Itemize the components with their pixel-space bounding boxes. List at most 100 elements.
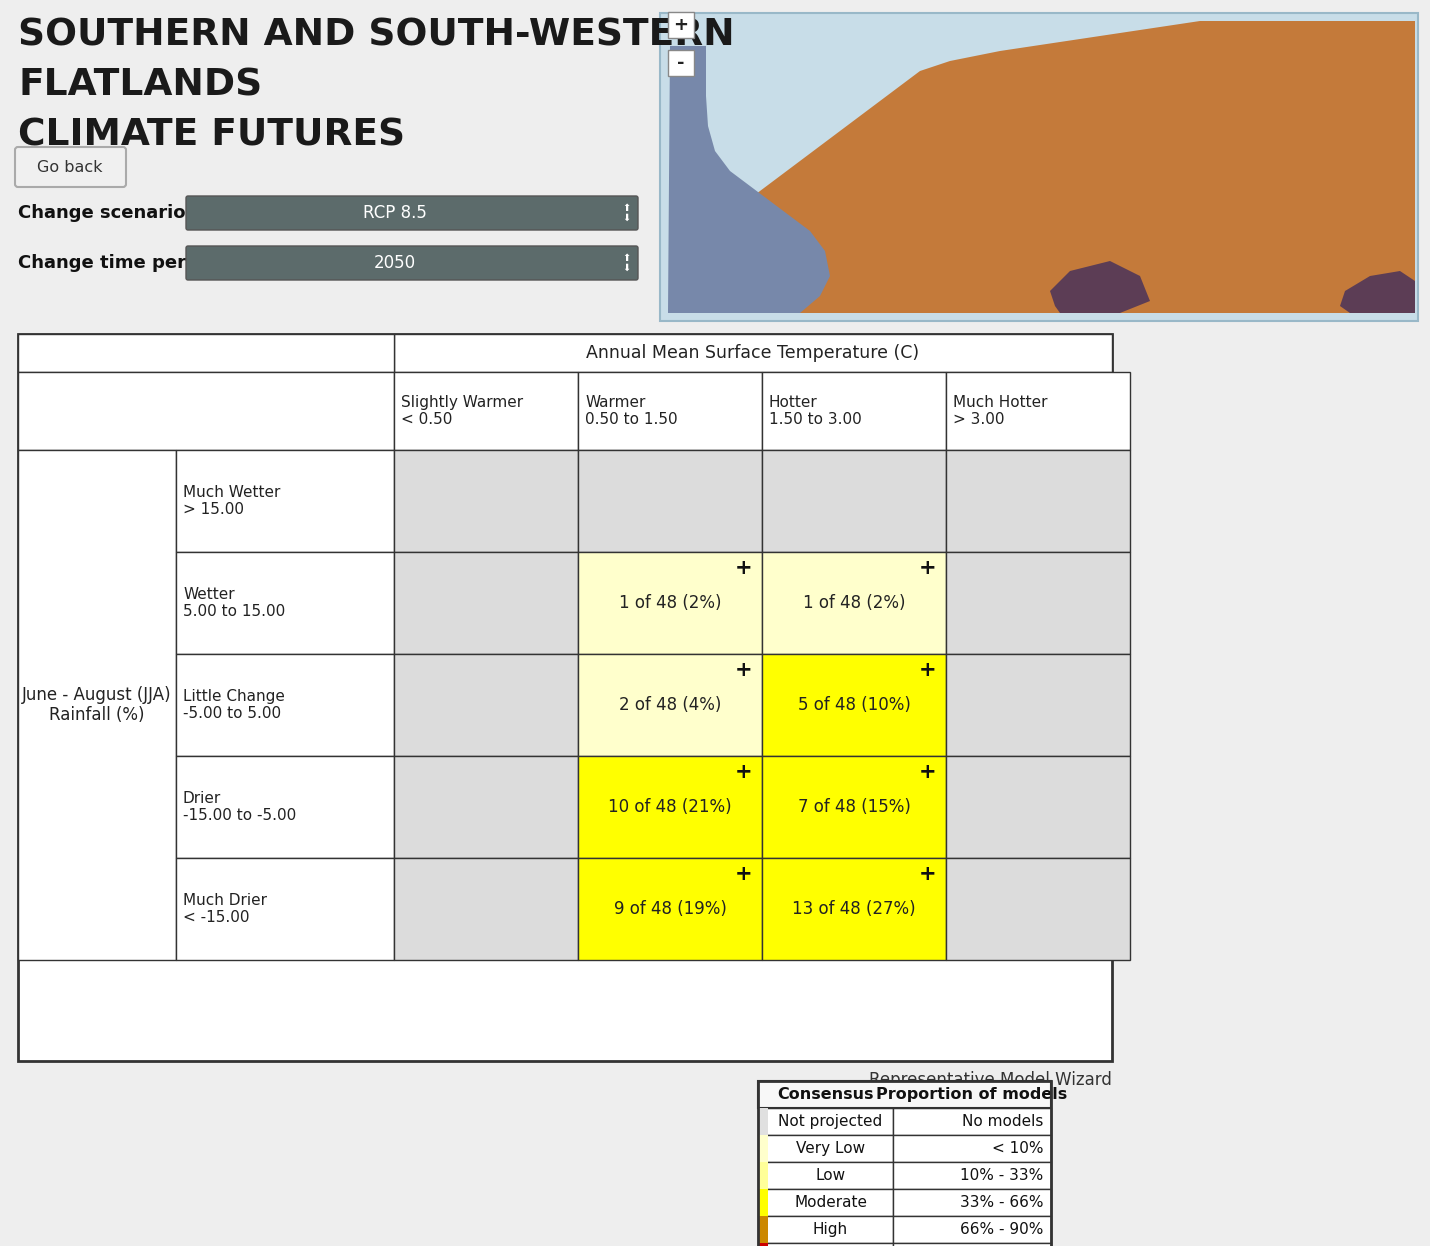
Text: Hotter
1.50 to 3.00: Hotter 1.50 to 3.00	[769, 395, 862, 427]
Polygon shape	[1050, 260, 1150, 313]
Bar	[176, 756, 395, 858]
Bar	[19, 334, 395, 373]
Text: RCP 8.5: RCP 8.5	[363, 204, 428, 222]
Bar	[578, 756, 762, 858]
FancyBboxPatch shape	[14, 147, 126, 187]
Text: CLIMATE FUTURES: CLIMATE FUTURES	[19, 118, 405, 155]
Text: Warmer
0.50 to 1.50: Warmer 0.50 to 1.50	[585, 395, 678, 427]
Bar	[758, 1216, 892, 1244]
Text: 2 of 48 (4%): 2 of 48 (4%)	[619, 697, 721, 714]
Text: Not projected: Not projected	[778, 1114, 882, 1129]
Bar	[758, 1189, 768, 1216]
Text: -: -	[678, 54, 685, 72]
Bar	[176, 654, 395, 756]
Text: +: +	[918, 863, 937, 883]
Text: +: +	[918, 660, 937, 680]
Bar	[758, 1135, 892, 1163]
Text: Low: Low	[815, 1168, 845, 1182]
Text: +: +	[735, 763, 752, 782]
Text: 66% - 90%: 66% - 90%	[960, 1222, 1042, 1237]
Bar	[758, 1163, 768, 1189]
Bar	[947, 373, 1130, 450]
Bar	[758, 1082, 1051, 1108]
Text: 10% - 33%: 10% - 33%	[960, 1168, 1042, 1182]
Bar	[762, 756, 947, 858]
Bar	[947, 756, 1130, 858]
Bar	[758, 1108, 892, 1135]
Text: +: +	[674, 16, 688, 34]
Bar	[758, 1108, 768, 1135]
Text: Change time period:: Change time period:	[19, 254, 225, 272]
Text: +: +	[735, 660, 752, 680]
Text: < 10%: < 10%	[991, 1141, 1042, 1156]
Bar	[578, 654, 762, 756]
Bar	[395, 450, 578, 552]
Text: High: High	[812, 1222, 848, 1237]
Text: +: +	[735, 558, 752, 578]
Bar	[762, 858, 947, 959]
Bar	[762, 654, 947, 756]
Bar	[947, 552, 1130, 654]
Text: Moderate: Moderate	[794, 1195, 867, 1210]
Bar	[892, 1216, 1051, 1244]
Text: 5 of 48 (10%): 5 of 48 (10%)	[798, 697, 911, 714]
Bar	[758, 1216, 768, 1244]
Bar	[578, 373, 762, 450]
Bar	[947, 858, 1130, 959]
Text: 1 of 48 (2%): 1 of 48 (2%)	[619, 594, 721, 612]
Bar	[762, 450, 947, 552]
Bar	[176, 552, 395, 654]
Bar	[762, 552, 947, 654]
Text: No models: No models	[961, 1114, 1042, 1129]
Bar	[758, 1135, 768, 1163]
Text: Annual Mean Surface Temperature (C): Annual Mean Surface Temperature (C)	[586, 344, 919, 363]
Text: Change scenario:: Change scenario:	[19, 204, 193, 222]
Text: SOUTHERN AND SOUTH-WESTERN: SOUTHERN AND SOUTH-WESTERN	[19, 17, 735, 54]
Bar	[892, 1163, 1051, 1189]
Bar	[661, 12, 1419, 321]
Text: 33% - 66%: 33% - 66%	[960, 1195, 1042, 1210]
Bar	[578, 552, 762, 654]
Text: Proportion of models: Proportion of models	[877, 1087, 1068, 1101]
Text: 1 of 48 (2%): 1 of 48 (2%)	[802, 594, 905, 612]
FancyBboxPatch shape	[186, 196, 638, 231]
Bar	[19, 373, 395, 450]
Bar	[395, 334, 1113, 373]
Bar	[762, 373, 947, 450]
Bar	[395, 552, 578, 654]
Text: +: +	[918, 558, 937, 578]
Bar	[19, 450, 176, 959]
Text: ⬆
⬇: ⬆ ⬇	[622, 203, 631, 223]
Text: Much Hotter
> 3.00: Much Hotter > 3.00	[952, 395, 1048, 427]
Text: 13 of 48 (27%): 13 of 48 (27%)	[792, 900, 915, 918]
Text: Much Wetter
> 15.00: Much Wetter > 15.00	[183, 485, 280, 517]
Text: Little Change
-5.00 to 5.00: Little Change -5.00 to 5.00	[183, 689, 285, 721]
Text: +: +	[735, 863, 752, 883]
Bar	[892, 1135, 1051, 1163]
Text: June - August (JJA)
Rainfall (%): June - August (JJA) Rainfall (%)	[23, 685, 172, 724]
Bar	[395, 654, 578, 756]
Bar	[668, 12, 694, 37]
Bar	[578, 450, 762, 552]
Bar	[758, 1163, 892, 1189]
Polygon shape	[668, 46, 829, 313]
Polygon shape	[706, 21, 1416, 313]
Text: Drier
-15.00 to -5.00: Drier -15.00 to -5.00	[183, 791, 296, 824]
Bar	[758, 1189, 892, 1216]
Bar	[758, 1082, 1051, 1246]
Text: 7 of 48 (15%): 7 of 48 (15%)	[798, 797, 911, 816]
Text: 2050: 2050	[373, 254, 416, 272]
Bar	[758, 1244, 892, 1246]
Text: FLATLANDS: FLATLANDS	[19, 69, 262, 103]
Text: Consensus: Consensus	[778, 1087, 874, 1101]
Bar	[19, 334, 1113, 1062]
Text: Much Drier
< -15.00: Much Drier < -15.00	[183, 893, 267, 926]
Text: +: +	[918, 763, 937, 782]
Text: 10 of 48 (21%): 10 of 48 (21%)	[608, 797, 732, 816]
Polygon shape	[1340, 270, 1416, 313]
Bar	[395, 756, 578, 858]
FancyBboxPatch shape	[186, 245, 638, 280]
Bar	[176, 450, 395, 552]
Bar	[176, 858, 395, 959]
Bar	[395, 373, 578, 450]
